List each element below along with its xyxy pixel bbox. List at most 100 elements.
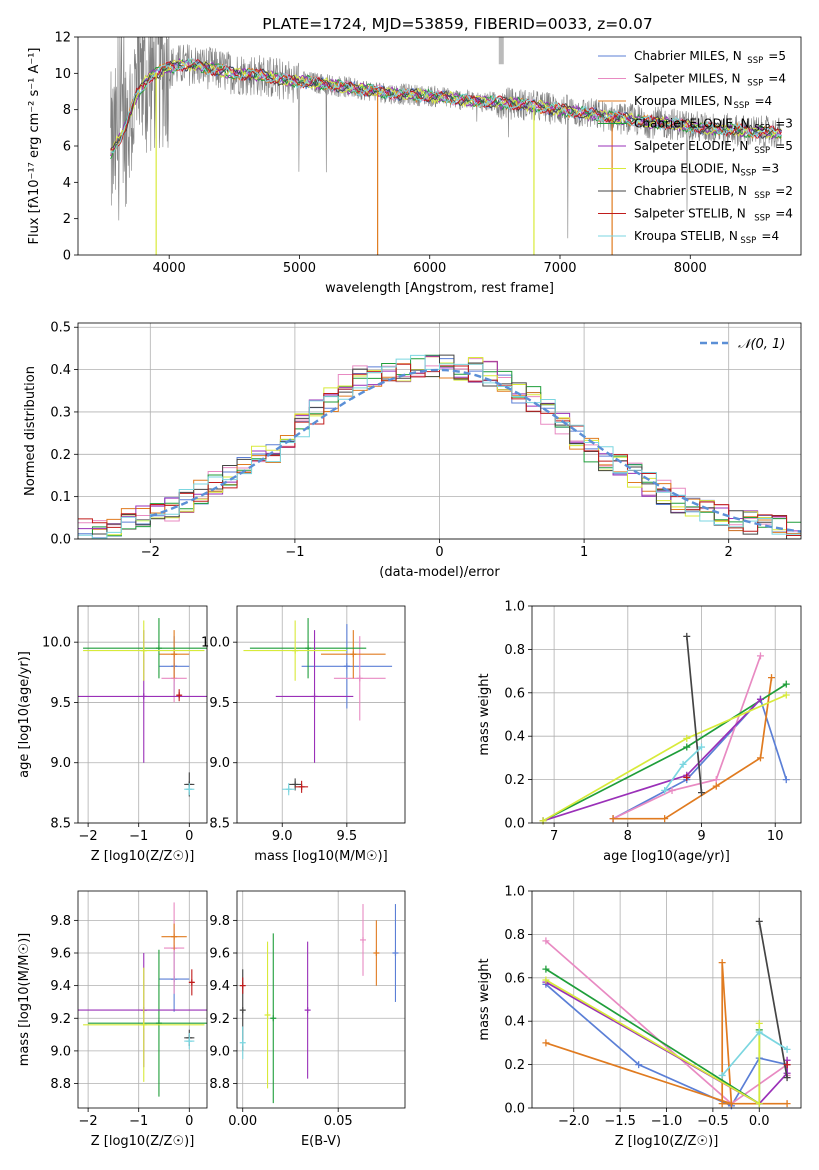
- panel-panel-4: 7 8 9 10 0.0 0.2 0.4 0.6 0.8 1.0 age [log10(age/yr…: [477, 600, 802, 864]
- y-tick-label: 0.4: [504, 1015, 525, 1030]
- y-tick-label: 0.3: [50, 405, 71, 420]
- data-point: [360, 936, 366, 943]
- data-point: [661, 786, 669, 794]
- legend-subscript: SSP: [734, 101, 750, 111]
- y-axis-label: mass weight: [477, 958, 492, 1040]
- y-tick-label: 10: [54, 67, 71, 82]
- y-tick-label: 0.6: [504, 971, 525, 986]
- x-tick-label: 0: [185, 829, 193, 844]
- y-tick-label: 9.0: [50, 756, 71, 771]
- y-tick-label: 0.6: [504, 686, 525, 701]
- y-tick-label: 0.2: [504, 773, 525, 788]
- y-axis-label: Flux [fλ10⁻¹⁷ erg cm⁻² s⁻¹ A⁻¹]: [27, 48, 42, 245]
- data-point: [782, 691, 790, 699]
- x-tick-label: 7: [550, 829, 558, 844]
- data-point: [698, 743, 706, 751]
- x-tick-label: −0.5: [697, 1114, 729, 1129]
- legend-nssp: =3: [775, 117, 793, 131]
- data-point: [311, 693, 318, 700]
- y-tick-label: 0.0: [504, 817, 525, 832]
- x-tick-label: 5000: [283, 261, 316, 276]
- x-axis-label: mass [log10(M/M☉)]: [254, 849, 387, 864]
- data-point: [239, 1007, 246, 1014]
- legend-nssp: =2: [775, 184, 793, 198]
- mass-weight-line: [721, 1030, 788, 1077]
- x-tick-label: 9.0: [272, 829, 293, 844]
- legend-subscript: SSP: [754, 191, 770, 201]
- legend-nssp: =4: [775, 207, 793, 221]
- y-tick-label: 0.8: [504, 643, 525, 658]
- data-point: [782, 680, 790, 688]
- y-tick-label: 9.0: [209, 1044, 230, 1059]
- x-tick-label: 10: [767, 829, 784, 844]
- y-tick-label: 10.0: [201, 636, 230, 651]
- y-tick-label: 6: [63, 140, 71, 155]
- x-tick-label: −1: [285, 545, 304, 560]
- x-axis-label: E(B-V): [301, 1134, 341, 1149]
- x-tick-label: 0: [435, 545, 443, 560]
- y-tick-label: 0.1: [50, 490, 71, 505]
- data-point: [542, 976, 550, 984]
- legend-label: Chabrier ELODIE, N: [634, 117, 750, 131]
- data-point: [176, 692, 183, 699]
- legend-subscript: SSP: [747, 79, 763, 89]
- data-point: [171, 651, 178, 658]
- model-spectrum: [110, 59, 782, 151]
- legend-nssp: =4: [761, 229, 779, 243]
- data-point: [373, 950, 380, 956]
- data-point: [683, 773, 691, 781]
- data-point: [768, 674, 776, 682]
- data-point: [756, 652, 764, 660]
- data-point: [542, 1039, 550, 1047]
- y-tick-label: 8.8: [50, 1077, 71, 1092]
- x-tick-label: −1: [129, 829, 148, 844]
- x-tick-label: 0: [185, 1114, 193, 1129]
- legend-label: Chabrier STELIB, N: [634, 184, 747, 198]
- y-tick-label: 4: [63, 176, 71, 191]
- legend-label: 𝒩(0, 1): [738, 337, 785, 352]
- x-tick-label: −2: [79, 1114, 98, 1129]
- data-point: [264, 1012, 271, 1018]
- legend-nssp: =5: [768, 49, 786, 63]
- data-point: [683, 734, 691, 742]
- data-point: [356, 675, 363, 682]
- data-point: [783, 1061, 791, 1069]
- x-tick-label: 8: [624, 829, 632, 844]
- x-tick-label: −2: [79, 829, 98, 844]
- x-axis-label: Z [log10(Z/Z☉)]: [91, 849, 195, 864]
- data-point: [298, 783, 305, 790]
- x-tick-label: −1: [129, 1114, 148, 1129]
- data-point: [756, 695, 764, 703]
- data-point: [718, 959, 726, 967]
- data-point: [188, 979, 195, 986]
- legend-nssp: =3: [761, 162, 779, 176]
- panel-panel-2: −2 −1 0 8.5 9.0 9.5 10.0 Z [log10(Z/Z☉)] age [lo…: [17, 605, 208, 864]
- x-tick-label: 0.0: [749, 1114, 770, 1129]
- data-point: [783, 1100, 791, 1108]
- legend-subscript: SSP: [754, 214, 770, 224]
- axes-frame: [77, 322, 802, 540]
- x-tick-label: −1.0: [651, 1114, 683, 1129]
- axes-frame: [77, 605, 208, 824]
- axes-frame: [236, 605, 406, 824]
- panel-spectrum: 4000 5000 6000 7000 8000 0 2 4 6 8 10 12 PLATE=1724,…: [27, 15, 802, 296]
- y-tick-label: 1.0: [504, 600, 525, 615]
- mass-weight-line: [612, 697, 788, 820]
- y-tick-label: 1.0: [504, 885, 525, 900]
- model-spectrum: [110, 60, 782, 151]
- data-point: [350, 651, 357, 658]
- y-tick-label: 9.8: [209, 914, 230, 929]
- y-tick-label: 2: [63, 212, 71, 227]
- x-tick-label: −2.0: [558, 1114, 590, 1129]
- axes-frame: [236, 890, 406, 1109]
- data-point: [304, 1007, 311, 1014]
- data-point: [239, 1039, 246, 1046]
- y-tick-label: 0.5: [50, 321, 71, 336]
- data-point: [292, 647, 299, 654]
- x-tick-label: 4000: [153, 261, 186, 276]
- y-tick-label: 0.0: [50, 533, 71, 548]
- legend-subscript: SSP: [747, 56, 763, 66]
- y-tick-label: 9.0: [209, 756, 230, 771]
- y-tick-label: 12: [54, 31, 71, 46]
